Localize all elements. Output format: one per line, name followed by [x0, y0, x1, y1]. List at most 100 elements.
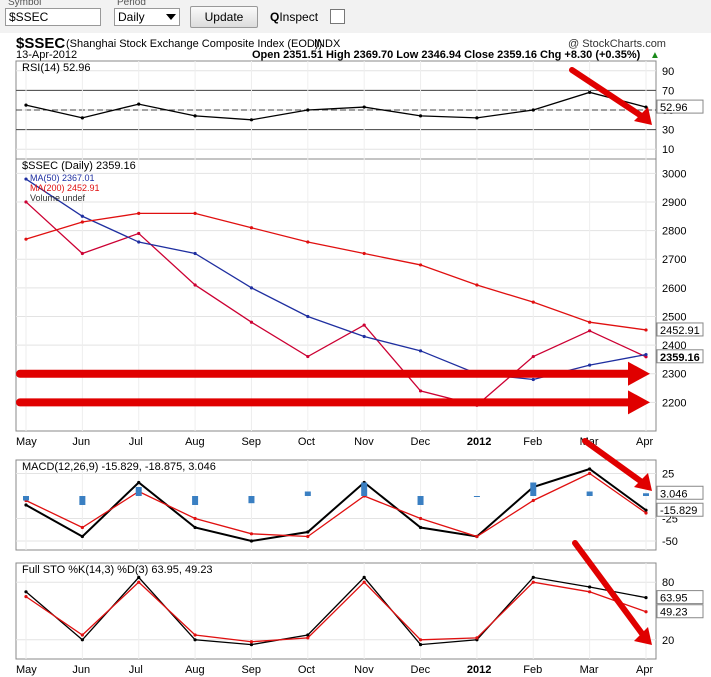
data-point [80, 214, 84, 218]
series-line [25, 201, 647, 406]
data-point [249, 532, 254, 536]
data-point [24, 200, 28, 204]
x-tick-label: May [16, 436, 37, 448]
histogram-bar [304, 491, 311, 496]
x-tick-label: May [16, 664, 37, 676]
volume-legend: Volume undef [30, 193, 86, 203]
symbol-label: Symbol [8, 0, 42, 8]
data-point [137, 231, 141, 236]
data-point [531, 354, 535, 359]
histogram-bar [79, 496, 86, 505]
last-value-box [656, 590, 704, 605]
x-tick-label: Aug [185, 436, 205, 448]
ma200-legend: MA(200) 2452.91 [30, 183, 100, 193]
price-label: $SSEC (Daily) 2359.16 [22, 160, 136, 172]
x-tick-label: Jul [129, 664, 143, 676]
data-point [193, 525, 197, 530]
y-tick-label: -50 [662, 536, 678, 548]
macd-panel [15, 459, 657, 551]
data-point [644, 352, 648, 357]
data-point [24, 503, 28, 507]
data-point [475, 636, 479, 640]
sto-panel [15, 562, 657, 660]
x-tick-label: Jun [72, 664, 90, 676]
update-button[interactable]: Update [190, 6, 258, 28]
data-point [249, 118, 254, 122]
data-point [644, 610, 648, 614]
data-point [193, 283, 197, 287]
x-tick-label: Oct [298, 664, 315, 676]
data-point [306, 240, 310, 244]
last-value-label: -15.829 [660, 505, 697, 517]
data-point [531, 108, 535, 112]
data-point [362, 105, 366, 109]
last-value-label: 2359.16 [660, 352, 700, 364]
data-point [137, 102, 141, 106]
data-point [418, 349, 423, 353]
x-tick-label: Jun [72, 436, 90, 448]
data-point [193, 516, 197, 521]
data-point [362, 251, 366, 256]
histogram-bar [192, 496, 199, 505]
last-value-box [656, 99, 704, 114]
inspect-toggle[interactable]: QInspect [270, 10, 318, 24]
data-point [80, 525, 84, 530]
data-point [306, 534, 310, 539]
data-point [24, 590, 28, 594]
data-point [588, 320, 592, 324]
data-point [362, 323, 366, 327]
data-point [644, 105, 648, 109]
x-tick-label: Feb [523, 664, 542, 676]
data-point [137, 480, 141, 485]
last-value-box [656, 502, 704, 517]
arrowhead-icon [634, 473, 652, 491]
x-tick-label: Nov [354, 664, 374, 676]
arrowhead-icon [628, 390, 650, 415]
chart-subtitle: (Shanghai Stock Exchange Composite Index… [66, 38, 322, 50]
y-tick-label: 25 [662, 469, 674, 481]
data-point [193, 251, 197, 256]
symbol-input[interactable] [5, 8, 101, 26]
histogram-bar [361, 482, 368, 496]
x-tick-label: Dec [411, 436, 431, 448]
rsi-label: RSI(14) 52.96 [22, 62, 90, 74]
histogram-bar [23, 496, 29, 501]
data-point [24, 595, 28, 599]
series-line [25, 91, 647, 121]
series-line [25, 581, 647, 643]
data-point [306, 636, 310, 640]
last-value-box [656, 485, 704, 500]
price-panel [15, 158, 657, 432]
y-tick-label: 2600 [662, 283, 686, 295]
x-tick-label: Apr [636, 436, 653, 448]
data-point [475, 283, 479, 287]
histogram-bar [586, 491, 593, 496]
data-point [531, 300, 535, 304]
y-tick-label: 70 [662, 85, 674, 97]
chart-date: 13-Apr-2012 [16, 49, 77, 61]
series-line [25, 212, 647, 331]
data-point [24, 177, 28, 181]
data-point [249, 640, 254, 644]
data-point [249, 286, 254, 290]
sto-label: Full STO %K(14,3) %D(3) 63.95, 49.23 [22, 564, 213, 576]
x-tick-label: Apr [636, 664, 653, 676]
y-tick-label: 20 [662, 635, 674, 647]
data-point [418, 643, 423, 647]
data-point [306, 633, 310, 637]
data-point [531, 377, 535, 382]
last-value-box [656, 322, 704, 337]
last-value-label: 52.96 [660, 102, 688, 114]
data-point [475, 116, 479, 120]
x-tick-label: Sep [241, 664, 261, 676]
y-tick-label: 2800 [662, 226, 686, 238]
data-point [193, 211, 197, 215]
data-point [362, 334, 366, 339]
y-tick-label: 2900 [662, 197, 686, 209]
last-value-box [656, 604, 704, 619]
inspect-checkbox[interactable] [330, 9, 345, 24]
y-tick-label: 2700 [662, 254, 686, 266]
chevron-down-icon [166, 14, 176, 20]
period-select[interactable]: Daily [114, 8, 180, 26]
data-point [418, 525, 423, 530]
